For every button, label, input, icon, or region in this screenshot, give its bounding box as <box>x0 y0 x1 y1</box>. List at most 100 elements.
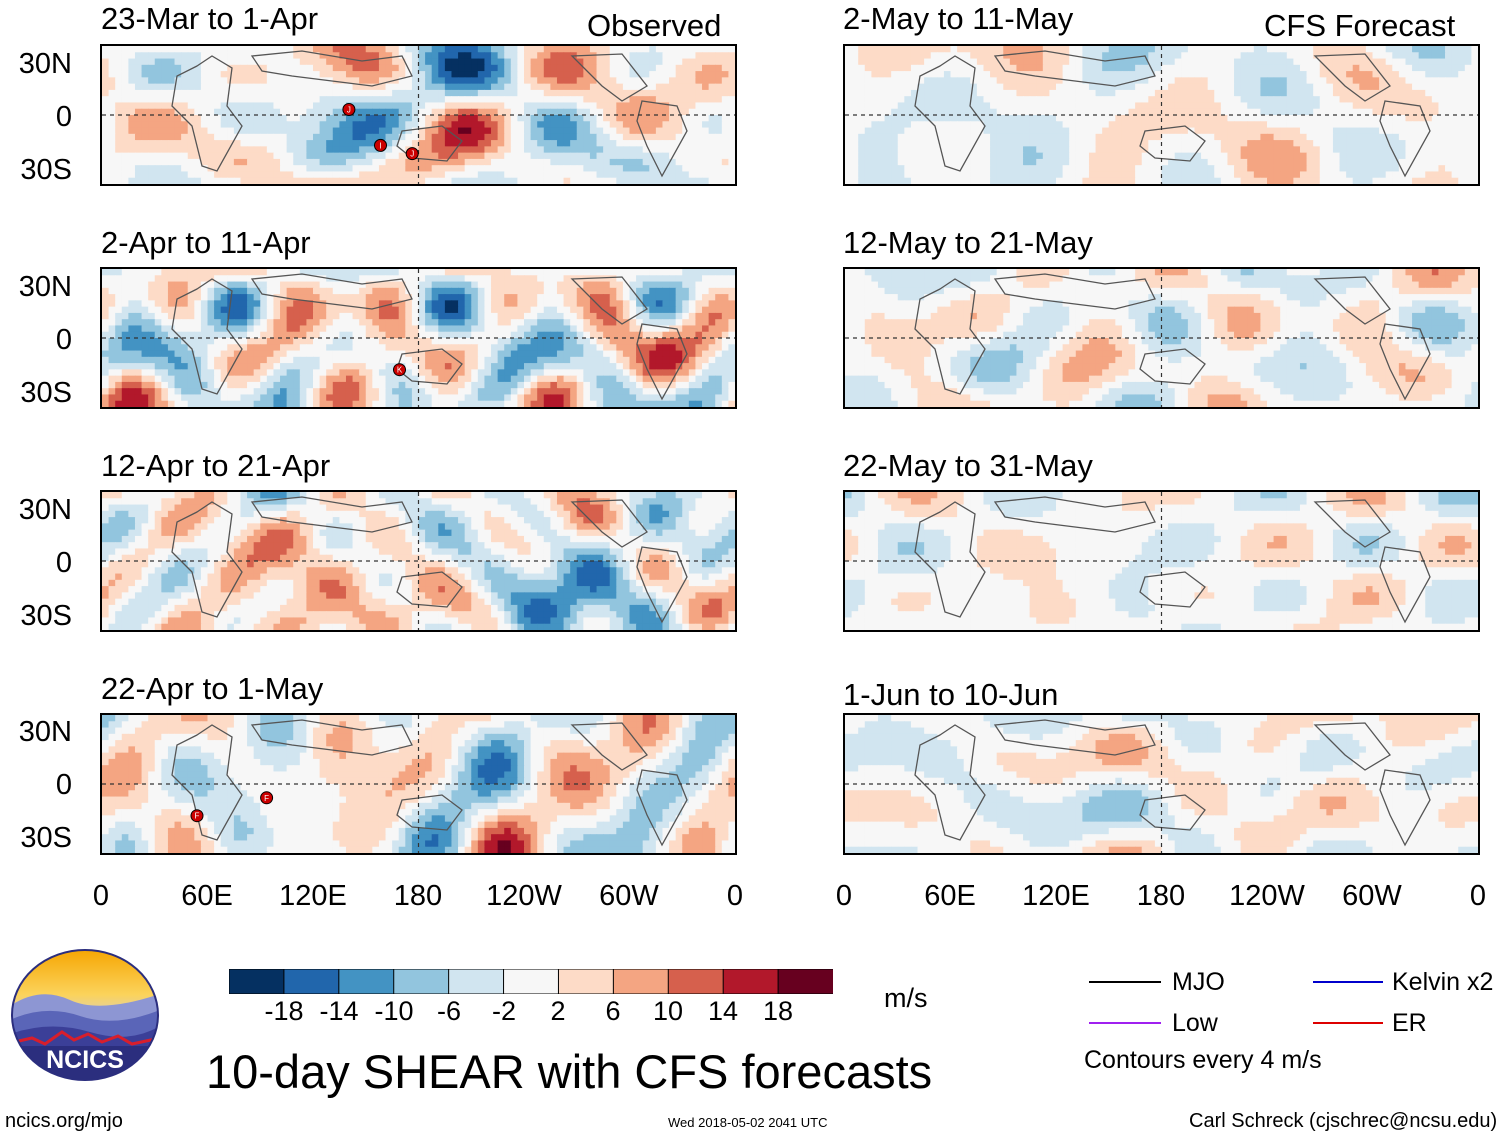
shear-cell <box>622 375 631 383</box>
shear-cell <box>589 71 598 78</box>
shear-cell <box>708 498 716 506</box>
shear-cell <box>326 388 334 396</box>
shear-cell <box>339 338 347 345</box>
shear-cell <box>319 381 327 389</box>
shear-cell <box>365 529 373 537</box>
shear-cell <box>359 83 367 91</box>
shear-cell <box>550 77 558 85</box>
shear-cell <box>471 58 479 66</box>
shear-cell <box>438 171 446 179</box>
shear-cell <box>537 171 545 179</box>
shear-cell <box>332 108 340 116</box>
shear-cell <box>596 165 604 173</box>
shear-cell <box>187 127 195 135</box>
shear-cell <box>563 312 571 320</box>
shear-cell <box>220 381 228 389</box>
shear-cell <box>266 121 275 129</box>
shear-cell <box>517 146 525 154</box>
shear-cell <box>550 492 558 499</box>
shear-cell <box>273 102 281 110</box>
shear-cell <box>326 108 334 116</box>
shear-cell <box>148 102 156 110</box>
shear-cell <box>451 158 459 166</box>
shear-cell <box>669 171 677 179</box>
shear-cell <box>563 102 571 110</box>
shear-cell <box>240 400 248 407</box>
shear-cell <box>167 158 176 166</box>
shear-cell <box>194 338 202 345</box>
shear-cell <box>306 127 314 135</box>
shear-cell <box>181 165 189 173</box>
shear-cell <box>438 71 446 78</box>
shear-cell <box>385 381 393 389</box>
shear-cell <box>372 492 380 499</box>
shear-cell <box>464 400 472 407</box>
shear-cell <box>636 121 644 129</box>
shear-cell <box>319 140 327 147</box>
shear-cell <box>636 492 644 499</box>
shear-cell <box>167 127 176 135</box>
shear-cell <box>332 77 340 85</box>
shear-cell <box>141 108 149 116</box>
shear-cell <box>280 523 288 531</box>
shear-cell <box>629 498 637 506</box>
shear-cell <box>695 71 703 78</box>
shear-cell <box>273 127 281 135</box>
shear-cell <box>273 171 281 179</box>
shear-cell <box>220 140 228 147</box>
shear-cell <box>728 46 735 53</box>
shear-cell <box>510 381 518 389</box>
shear-cell <box>596 171 604 179</box>
shear-cell <box>194 89 202 97</box>
shear-cell <box>260 375 268 383</box>
shear-cell <box>385 294 393 301</box>
shear-cell <box>339 375 347 383</box>
shear-cell <box>583 325 591 333</box>
shear-cell <box>273 115 281 122</box>
shear-cell <box>471 394 479 402</box>
shear-cell <box>418 331 426 339</box>
shear-cell <box>352 523 360 531</box>
shear-cell <box>464 77 472 85</box>
shear-cell <box>108 89 116 97</box>
shear-cell <box>649 363 657 370</box>
shear-cell <box>675 115 683 122</box>
shear-cell <box>293 498 301 506</box>
shear-cell <box>273 64 281 72</box>
shear-cell <box>464 64 472 72</box>
shear-cell <box>695 356 703 364</box>
shear-cell <box>174 171 182 179</box>
shear-cell <box>682 306 690 314</box>
shear-cell <box>477 388 486 396</box>
shear-cell <box>253 133 261 141</box>
shear-cell <box>108 83 116 91</box>
shear-cell <box>240 269 248 276</box>
shear-cell <box>669 71 677 78</box>
shear-cell <box>233 158 242 166</box>
shear-cell <box>491 369 499 377</box>
shear-cell <box>319 312 327 320</box>
shear-cell <box>675 325 683 333</box>
shear-cell <box>616 388 624 396</box>
shear-cell <box>708 89 716 97</box>
shear-cell <box>583 89 591 97</box>
shear-cell <box>491 287 499 295</box>
shear-cell <box>616 115 624 122</box>
shear-cell <box>319 46 327 53</box>
shear-cell <box>121 381 129 389</box>
shear-cell <box>286 356 294 364</box>
shear-cell <box>313 89 321 97</box>
shear-cell <box>313 517 321 524</box>
shear-cell <box>154 535 162 543</box>
shear-cell <box>510 146 518 154</box>
shear-cell <box>220 492 228 499</box>
shear-cell <box>695 306 703 314</box>
shear-cell <box>510 529 518 537</box>
shear-cell <box>411 140 420 147</box>
shear-cell <box>306 108 314 116</box>
shear-cell <box>504 77 512 85</box>
shear-cell <box>543 140 551 147</box>
shear-cell <box>319 158 327 166</box>
shear-cell <box>128 517 136 524</box>
